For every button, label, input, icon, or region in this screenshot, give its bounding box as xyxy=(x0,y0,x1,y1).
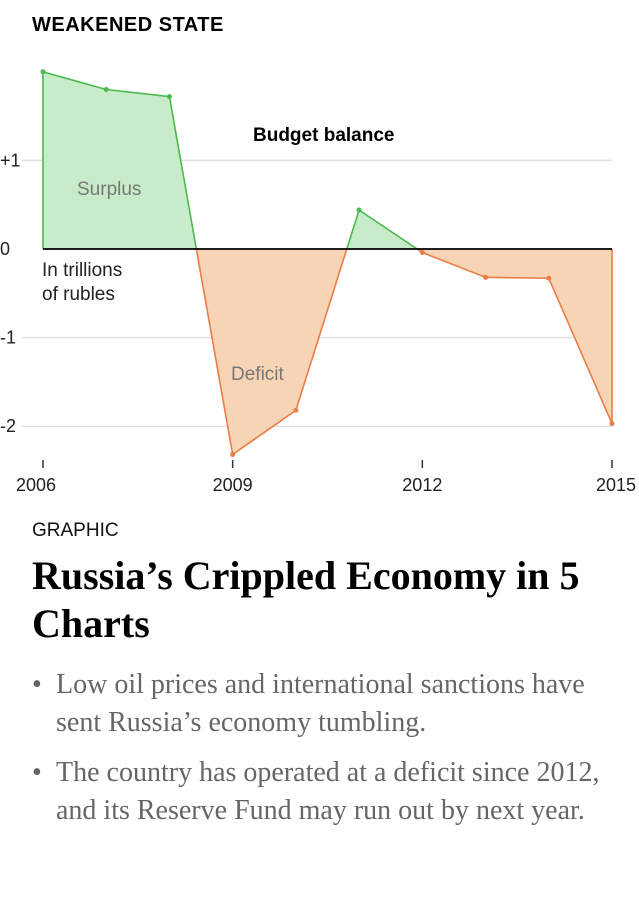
data-point xyxy=(356,207,362,213)
y-tick-label: 0 xyxy=(0,239,10,259)
surplus-area xyxy=(43,71,197,249)
article-headline[interactable]: Russia’s Crippled Economy in 5 Charts xyxy=(32,553,580,646)
data-point xyxy=(609,421,615,427)
deficit-label: Deficit xyxy=(231,364,285,385)
x-tick-label: 2009 xyxy=(213,475,253,495)
data-point xyxy=(103,87,109,93)
data-point xyxy=(546,275,552,281)
data-point xyxy=(419,250,425,256)
data-point xyxy=(166,94,172,100)
deficit-area xyxy=(196,249,347,455)
data-point-layer xyxy=(40,69,615,458)
data-point xyxy=(293,407,299,413)
chart-title: Budget balance xyxy=(253,125,394,146)
y-tick-label: +1 xyxy=(0,150,21,170)
deficit-area xyxy=(417,249,612,424)
bullet-dot: • xyxy=(32,669,42,700)
y-tick-label: -1 xyxy=(0,328,16,348)
summary-bullet: • The country has operated at a deficit s… xyxy=(32,754,622,830)
x-tick-label: 2006 xyxy=(16,475,56,495)
budget-balance-chart: +1 0 -1 -2 2006 2009 2012 2015 Budget balance S… xyxy=(0,69,636,495)
summary-bullets: • Low oil prices and international sancti… xyxy=(32,666,622,842)
x-tick-label: 2012 xyxy=(402,475,442,495)
units-label-line2: of rubles xyxy=(42,284,115,305)
y-tick-label: -2 xyxy=(0,416,16,436)
surplus-area xyxy=(346,210,418,249)
bullet-dot: • xyxy=(32,757,42,788)
deficit-line xyxy=(195,248,348,456)
summary-bullet-text: The country has operated at a deficit si… xyxy=(56,757,600,826)
chart-heading: WEAKENED STATE xyxy=(32,14,224,36)
surplus-label: Surplus xyxy=(77,179,141,200)
units-label-line1: In trillions xyxy=(42,260,122,281)
area-fill-layer xyxy=(43,71,612,455)
tick-layer: +1 0 -1 -2 2006 2009 2012 2015 xyxy=(0,150,636,495)
summary-bullet-text: Low oil prices and international sanctio… xyxy=(56,669,585,738)
summary-bullet: • Low oil prices and international sancti… xyxy=(32,666,622,742)
data-point xyxy=(40,69,46,75)
x-tick-label: 2015 xyxy=(596,475,636,495)
data-point xyxy=(230,452,236,458)
section-label[interactable]: GRAPHIC xyxy=(32,520,119,541)
data-point xyxy=(483,274,489,280)
